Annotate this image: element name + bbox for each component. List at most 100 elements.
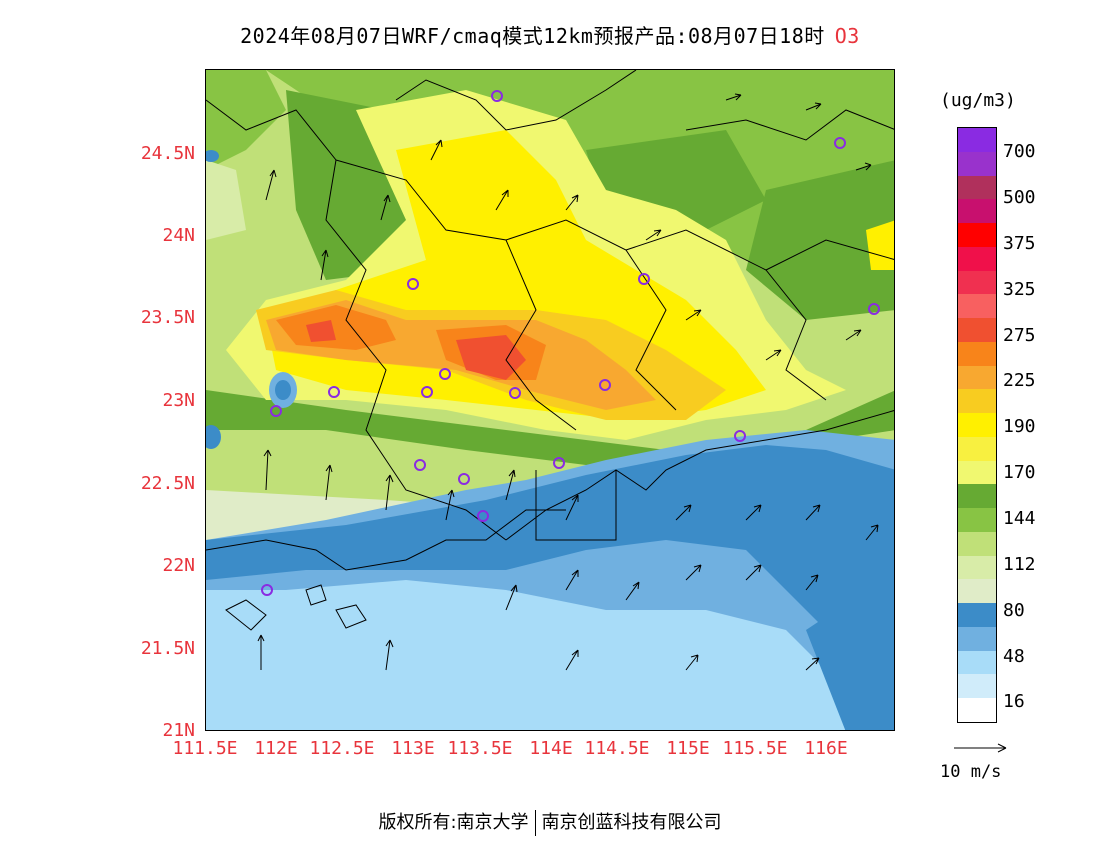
legend-unit: (ug/m3) [940, 90, 1016, 111]
wind-arrow [385, 639, 394, 671]
legend-swatch [958, 341, 996, 367]
lat-tick-label: 24.5N [140, 143, 195, 164]
field-spot-west-inner [275, 380, 291, 400]
island-outline [335, 604, 367, 629]
wind-arrow [745, 504, 762, 521]
legend-tick-label: 700 [1003, 141, 1036, 162]
legend-swatch [958, 484, 996, 509]
boundary-line [206, 99, 507, 541]
legend-swatch [958, 151, 996, 176]
lat-tick-label: 23.5N [140, 307, 195, 328]
wind-arrow [805, 574, 819, 591]
wind-arrow [645, 229, 662, 241]
lon-tick-label: 112.5E [309, 738, 375, 759]
boundary-line [335, 159, 577, 431]
wind-arrow [865, 524, 879, 541]
wind-arrow [565, 569, 579, 591]
legend-tick-label: 375 [1003, 233, 1036, 254]
wind-arrow [505, 584, 518, 611]
station-marker [270, 405, 282, 417]
field-48-dark-band [206, 445, 894, 630]
lon-tick-label: 114E [529, 738, 573, 759]
legend-swatch [958, 413, 996, 438]
wind-arrow [495, 189, 509, 211]
station-marker [553, 457, 565, 469]
legend-swatch [958, 389, 996, 414]
station-marker [509, 387, 521, 399]
legend-tick-label: 16 [1003, 691, 1025, 712]
station-marker [477, 510, 489, 522]
station-marker [834, 137, 846, 149]
legend-swatch [958, 436, 996, 462]
legend-tick-label: 80 [1003, 600, 1025, 621]
wind-arrow [845, 329, 862, 341]
boundary-line [505, 219, 677, 411]
wind-arrow [430, 139, 443, 161]
field-80-west [206, 160, 246, 240]
field-spot-far-west [206, 425, 221, 449]
station-marker [638, 273, 650, 285]
wind-arrow [505, 469, 516, 501]
wind-arrow [805, 657, 820, 671]
legend-swatch [958, 318, 996, 343]
legend-tick-label: 48 [1003, 646, 1025, 667]
wind-arrow [805, 102, 822, 111]
station-marker [421, 386, 433, 398]
legend-swatch [958, 365, 996, 390]
legend-tick-label: 112 [1003, 554, 1036, 575]
wind-arrow [685, 654, 699, 671]
wind-reference-label: 10 m/s [940, 762, 1002, 782]
lon-tick-label: 113.5E [447, 738, 513, 759]
boundary-line [535, 470, 617, 541]
field-325-peak [456, 335, 526, 380]
lon-tick-label: 113E [391, 738, 435, 759]
wind-arrow [685, 309, 702, 321]
legend-swatch [958, 175, 996, 200]
wind-arrow [445, 489, 455, 521]
legend-swatch [958, 294, 996, 319]
copyright-footer: 版权所有:南京大学 南京创蓝科技有限公司 [0, 808, 1100, 836]
wind-arrow [325, 464, 333, 501]
lon-tick-label: 115E [666, 738, 710, 759]
lon-tick-label: 114.5E [584, 738, 650, 759]
wind-reference-arrow [954, 743, 1007, 753]
field-275-core-west [276, 305, 396, 350]
chart-title: 2024年08月07日WRF/cmaq模式12km预报产品:08月07日18时 O… [0, 20, 1100, 49]
coastline [206, 509, 566, 571]
wind-arrow [565, 649, 579, 671]
wind-arrow [565, 194, 579, 211]
footer-separator [534, 810, 536, 836]
wind-arrow [675, 504, 692, 521]
legend-swatch [958, 460, 996, 485]
wind-arrow [380, 194, 391, 221]
wind-arrow [685, 564, 702, 581]
legend-swatch [958, 698, 996, 723]
wind-arrow [745, 564, 762, 581]
station-marker [868, 303, 880, 315]
boundary-line [765, 239, 894, 271]
station-marker [439, 368, 451, 380]
station-marker [414, 459, 426, 471]
legend-swatch [958, 508, 996, 533]
boundaries [206, 70, 894, 631]
lon-tick-label: 112E [254, 738, 298, 759]
wind-arrow [805, 504, 821, 521]
color-legend [957, 127, 997, 723]
station-marker [734, 430, 746, 442]
copyright-left: 版权所有:南京大学 [378, 812, 529, 833]
island-outline [225, 599, 267, 631]
legend-swatch [958, 603, 996, 628]
lat-tick-label: 21.5N [140, 638, 195, 659]
station-marker [407, 278, 419, 290]
wind-arrow [625, 581, 640, 601]
island-outline [305, 584, 327, 606]
station-marker [261, 584, 273, 596]
wind-arrow [265, 169, 277, 201]
legend-tick-label: 500 [1003, 187, 1036, 208]
lon-tick-label: 116E [804, 738, 848, 759]
wind-arrow [320, 249, 329, 281]
station-marker [599, 379, 611, 391]
lat-tick-label: 24N [162, 225, 195, 246]
field-325-peak-west [306, 320, 336, 342]
legend-swatch [958, 674, 996, 699]
